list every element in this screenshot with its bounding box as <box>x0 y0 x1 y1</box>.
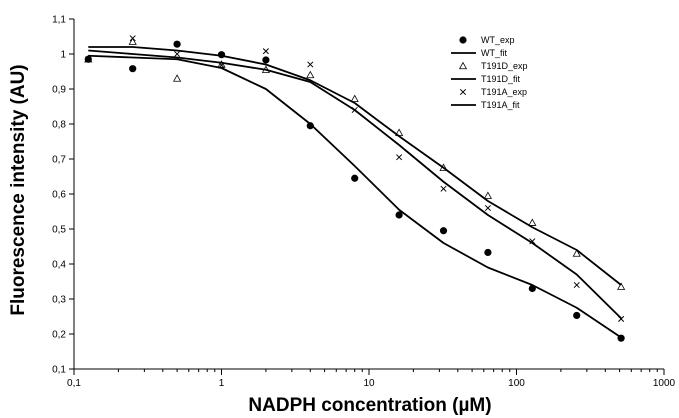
data-point <box>173 40 181 48</box>
y-tick-label: 0,6 <box>52 190 66 201</box>
legend-label: T191A_exp <box>481 87 527 97</box>
data-point <box>572 249 581 257</box>
y-tick-label: 0,3 <box>52 295 66 306</box>
data-point <box>484 248 492 257</box>
data-point <box>173 74 182 82</box>
legend-item: T191D_fit <box>451 74 521 84</box>
data-point <box>174 50 181 58</box>
data-point <box>483 191 492 199</box>
y-tick-label: 1,1 <box>52 15 66 26</box>
data-point <box>440 185 447 192</box>
data-point <box>306 70 315 79</box>
series-wt-exp <box>84 40 625 342</box>
legend-item: T191A_fit <box>451 100 520 110</box>
y-tick-label: 0,7 <box>52 155 66 166</box>
y-tick-label: 1 <box>60 50 66 61</box>
x-tick-label: 10 <box>363 378 375 389</box>
data-point <box>395 211 403 219</box>
data-point <box>351 174 359 182</box>
x-tick-label: 1000 <box>653 378 676 389</box>
series-layer <box>84 35 626 342</box>
y-axis-title: Fluorescence intensity (AU) <box>8 64 29 315</box>
data-point <box>617 282 626 290</box>
x-ticks: 0,1 1 10 100 1000 <box>67 369 676 389</box>
y-tick-label: 0,2 <box>52 330 66 341</box>
legend-marker <box>459 36 467 44</box>
data-point <box>85 56 92 63</box>
data-point <box>129 35 136 42</box>
x-tick-label: 1 <box>219 378 225 389</box>
legend-item: T191A_exp <box>459 87 527 97</box>
series-t191a-fit <box>88 49 622 319</box>
data-point <box>529 238 536 245</box>
legend-item: T191D_exp <box>458 61 528 71</box>
data-point <box>262 48 269 55</box>
data-point <box>350 94 359 102</box>
x-tick-label: 100 <box>508 378 525 389</box>
legend-label: WT_fit <box>481 48 507 58</box>
y-tick-label: 0,9 <box>52 85 66 96</box>
y-tick-label: 0,5 <box>52 225 66 236</box>
legend-label: T191D_fit <box>481 74 521 84</box>
series-t191d-fit <box>88 46 622 286</box>
data-point <box>84 55 93 63</box>
y-tick-label: 0,4 <box>52 260 66 271</box>
fit-line <box>88 54 622 339</box>
fit-line <box>88 49 622 319</box>
y-tick-label: 0,1 <box>52 365 66 376</box>
data-point <box>573 311 581 320</box>
data-point <box>262 56 270 64</box>
legend-label: T191D_exp <box>481 61 528 71</box>
data-point <box>396 154 403 161</box>
legend-marker <box>459 88 467 96</box>
legend: WT_exp WT_fit T191D_exp T191D_fit T191A_exp T… <box>451 35 528 110</box>
series-wt-fit <box>88 54 622 339</box>
y-ticks: 0,1 0,2 0,3 0,4 0,5 0,6 0,7 0,8 0,9 1 1,1 <box>52 15 74 376</box>
legend-label: WT_exp <box>481 35 515 45</box>
data-point <box>307 61 314 68</box>
data-point <box>528 218 537 226</box>
data-point <box>573 281 580 289</box>
data-point <box>128 37 137 45</box>
data-point <box>439 227 448 235</box>
data-point <box>306 122 314 130</box>
data-point <box>484 204 491 212</box>
legend-marker <box>458 61 468 70</box>
fit-line <box>88 46 622 286</box>
legend-item: WT_exp <box>459 35 515 45</box>
y-tick-label: 0,8 <box>52 120 66 131</box>
x-axis-title: NADPH concentration (µM) <box>248 395 491 416</box>
legend-label: T191A_fit <box>481 100 520 110</box>
data-point <box>129 65 137 73</box>
x-tick-label: 0,1 <box>67 378 81 389</box>
legend-item: WT_fit <box>451 48 507 58</box>
